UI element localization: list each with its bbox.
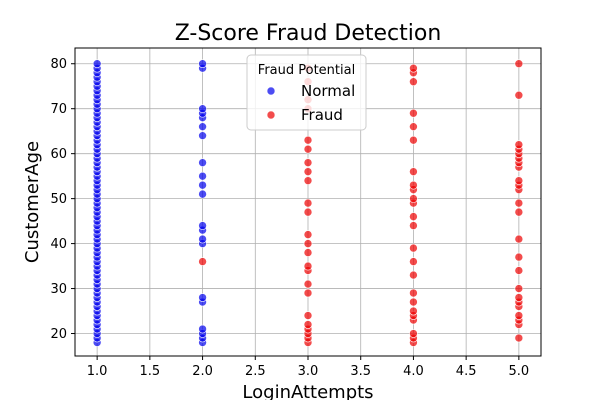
data-point-normal: [198, 104, 207, 114]
x-tick-label: 1.0: [87, 364, 108, 379]
data-points: [92, 59, 524, 347]
data-point-normal: [198, 122, 207, 131]
data-point-fraud: [303, 167, 313, 176]
legend-label-normal: Normal: [301, 82, 355, 100]
x-tick-label: 3.0: [298, 364, 319, 379]
data-point-normal: [198, 171, 207, 181]
data-point-fraud: [198, 257, 207, 266]
data-point-normal: [198, 293, 207, 302]
data-point-fraud: [514, 59, 524, 69]
legend-marker-normal: [266, 86, 276, 96]
data-point-fraud: [514, 234, 524, 244]
data-point-fraud: [409, 288, 418, 298]
y-tick-label: 80: [50, 57, 67, 72]
axis-ticks: 1.0 1.5 2.0 2.5 3.0 3.5 4.0 4.5 5.0 20 30 40 50 60 70 8…: [50, 57, 529, 379]
data-point-fraud: [409, 122, 418, 131]
data-point-fraud: [514, 293, 524, 302]
data-point-normal: [198, 131, 207, 140]
data-point-fraud: [514, 284, 524, 293]
data-point-fraud: [409, 257, 418, 266]
data-point-fraud: [514, 198, 524, 208]
legend-marker-fraud: [266, 110, 276, 120]
data-point-fraud: [409, 297, 418, 307]
x-tick-label: 2.0: [192, 364, 213, 379]
data-point-fraud: [514, 311, 524, 320]
data-point-fraud: [303, 207, 313, 217]
data-point-fraud: [303, 158, 313, 167]
data-point-fraud: [303, 261, 313, 271]
data-point-fraud: [409, 329, 418, 338]
legend-label-fraud: Fraud: [301, 106, 343, 124]
data-point-fraud: [514, 333, 524, 343]
data-point-fraud: [409, 108, 418, 118]
data-point-fraud: [409, 77, 418, 87]
series-normal: [92, 59, 207, 347]
data-point-normal: [198, 221, 207, 230]
y-tick-label: 70: [50, 102, 67, 117]
data-point-fraud: [303, 311, 313, 320]
data-point-fraud: [303, 248, 313, 257]
data-point-normal: [198, 189, 207, 199]
data-point-fraud: [514, 207, 524, 217]
data-point-fraud: [409, 212, 418, 221]
x-tick-label: 1.5: [140, 364, 161, 379]
y-tick-label: 30: [50, 282, 67, 297]
data-point-fraud: [514, 266, 524, 275]
data-point-fraud: [514, 90, 524, 100]
data-point-fraud: [514, 176, 524, 185]
x-tick-label: 3.5: [350, 364, 371, 379]
data-point-normal: [198, 59, 207, 69]
data-point-fraud: [303, 144, 313, 154]
data-point-fraud: [303, 239, 313, 248]
data-point-fraud: [303, 320, 313, 329]
data-point-fraud: [409, 180, 418, 190]
legend-box: [246, 54, 367, 131]
y-tick-label: 60: [50, 147, 67, 162]
y-tick-label: 20: [50, 327, 67, 342]
data-point-fraud: [409, 306, 418, 316]
data-point-fraud: [303, 230, 313, 239]
data-point-normal: [198, 180, 207, 190]
data-point-fraud: [409, 221, 418, 230]
data-point-normal: [198, 158, 207, 167]
data-point-fraud: [303, 279, 313, 289]
x-tick-label: 5.0: [509, 364, 530, 379]
data-point-fraud: [409, 167, 418, 176]
data-point-fraud: [409, 194, 418, 203]
y-tick-label: 40: [50, 237, 67, 252]
legend: Fraud Potential Normal Fraud: [246, 54, 367, 131]
legend-title: Fraud Potential: [258, 63, 355, 78]
data-point-fraud: [514, 140, 524, 149]
x-axis-label: LoginAttempts: [242, 382, 373, 400]
chart-title: Z-Score Fraud Detection: [175, 21, 442, 46]
data-point-fraud: [514, 252, 524, 262]
data-point-normal: [198, 324, 207, 334]
x-tick-label: 2.5: [245, 364, 266, 379]
data-point-normal: [92, 59, 102, 69]
x-tick-label: 4.5: [456, 364, 477, 379]
x-tick-label: 4.0: [403, 364, 424, 379]
y-axis-label: CustomerAge: [22, 141, 43, 263]
data-point-fraud: [303, 135, 313, 145]
data-point-fraud: [303, 176, 313, 185]
data-point-fraud: [409, 243, 418, 253]
data-point-fraud: [303, 198, 313, 208]
y-tick-label: 50: [50, 192, 67, 207]
data-point-fraud: [409, 270, 418, 280]
data-point-fraud: [409, 63, 418, 73]
data-point-fraud: [303, 288, 313, 298]
data-point-normal: [198, 234, 207, 244]
data-point-fraud: [409, 135, 418, 145]
